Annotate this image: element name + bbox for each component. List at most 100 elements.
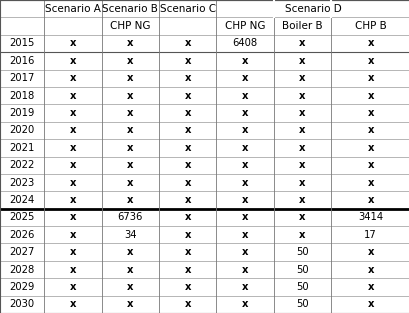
Text: x: x bbox=[241, 126, 248, 136]
Text: 34: 34 bbox=[124, 230, 136, 240]
Text: x: x bbox=[127, 108, 133, 118]
Text: x: x bbox=[184, 56, 191, 66]
Text: 2024: 2024 bbox=[9, 195, 35, 205]
Text: x: x bbox=[184, 91, 191, 101]
Text: x: x bbox=[127, 38, 133, 49]
Text: x: x bbox=[299, 108, 305, 118]
Text: CHP NG: CHP NG bbox=[225, 21, 265, 31]
Text: x: x bbox=[70, 38, 76, 49]
Text: x: x bbox=[127, 247, 133, 257]
Text: x: x bbox=[184, 264, 191, 275]
Text: 50: 50 bbox=[296, 264, 308, 275]
Text: x: x bbox=[184, 108, 191, 118]
Text: 2020: 2020 bbox=[9, 126, 35, 136]
Text: x: x bbox=[366, 73, 373, 83]
Text: x: x bbox=[241, 247, 248, 257]
Text: x: x bbox=[299, 195, 305, 205]
Text: 2023: 2023 bbox=[9, 177, 35, 187]
Text: x: x bbox=[184, 212, 191, 222]
Text: x: x bbox=[299, 212, 305, 222]
Text: x: x bbox=[241, 230, 248, 240]
Text: x: x bbox=[241, 160, 248, 170]
Text: x: x bbox=[127, 73, 133, 83]
Text: Scenario C: Scenario C bbox=[160, 4, 215, 14]
Text: x: x bbox=[241, 91, 248, 101]
Text: x: x bbox=[241, 143, 248, 153]
Text: x: x bbox=[299, 56, 305, 66]
Text: x: x bbox=[127, 195, 133, 205]
Text: x: x bbox=[366, 126, 373, 136]
Text: x: x bbox=[184, 143, 191, 153]
Text: 50: 50 bbox=[296, 299, 308, 309]
Text: x: x bbox=[184, 126, 191, 136]
Text: x: x bbox=[70, 299, 76, 309]
Text: x: x bbox=[70, 177, 76, 187]
Text: x: x bbox=[70, 73, 76, 83]
Text: 2026: 2026 bbox=[9, 230, 35, 240]
Text: 17: 17 bbox=[363, 230, 376, 240]
Text: x: x bbox=[366, 195, 373, 205]
Text: x: x bbox=[299, 126, 305, 136]
Text: 2028: 2028 bbox=[9, 264, 35, 275]
Text: 6408: 6408 bbox=[232, 38, 257, 49]
Text: x: x bbox=[366, 143, 373, 153]
Text: x: x bbox=[366, 56, 373, 66]
Text: x: x bbox=[299, 143, 305, 153]
Text: x: x bbox=[70, 264, 76, 275]
Text: x: x bbox=[241, 177, 248, 187]
Text: x: x bbox=[366, 108, 373, 118]
Text: Scenario A: Scenario A bbox=[45, 4, 101, 14]
Text: x: x bbox=[184, 160, 191, 170]
Text: x: x bbox=[241, 264, 248, 275]
Text: x: x bbox=[127, 126, 133, 136]
Text: x: x bbox=[184, 247, 191, 257]
Text: x: x bbox=[366, 282, 373, 292]
Text: x: x bbox=[70, 126, 76, 136]
Text: x: x bbox=[366, 91, 373, 101]
Text: x: x bbox=[70, 108, 76, 118]
Text: x: x bbox=[241, 56, 248, 66]
Text: 6736: 6736 bbox=[117, 212, 143, 222]
Text: x: x bbox=[70, 91, 76, 101]
Text: 2016: 2016 bbox=[9, 56, 35, 66]
Text: x: x bbox=[366, 299, 373, 309]
Text: 2030: 2030 bbox=[9, 299, 35, 309]
Text: 3414: 3414 bbox=[357, 212, 382, 222]
Text: x: x bbox=[184, 282, 191, 292]
Text: 50: 50 bbox=[296, 247, 308, 257]
Text: 50: 50 bbox=[296, 282, 308, 292]
Text: x: x bbox=[299, 230, 305, 240]
Text: x: x bbox=[127, 91, 133, 101]
Text: x: x bbox=[366, 264, 373, 275]
Text: x: x bbox=[299, 91, 305, 101]
Text: x: x bbox=[299, 73, 305, 83]
Text: x: x bbox=[184, 195, 191, 205]
Text: x: x bbox=[184, 299, 191, 309]
Text: x: x bbox=[366, 38, 373, 49]
Text: 2019: 2019 bbox=[9, 108, 35, 118]
Text: x: x bbox=[184, 177, 191, 187]
Text: x: x bbox=[366, 160, 373, 170]
Text: x: x bbox=[70, 282, 76, 292]
Text: x: x bbox=[70, 212, 76, 222]
Text: 2018: 2018 bbox=[9, 91, 35, 101]
Text: x: x bbox=[70, 143, 76, 153]
Text: 2015: 2015 bbox=[9, 38, 35, 49]
Text: 2022: 2022 bbox=[9, 160, 35, 170]
Text: 2021: 2021 bbox=[9, 143, 35, 153]
Text: x: x bbox=[366, 247, 373, 257]
Text: Scenario D: Scenario D bbox=[284, 4, 341, 14]
Text: x: x bbox=[70, 230, 76, 240]
Text: CHP B: CHP B bbox=[354, 21, 386, 31]
Text: x: x bbox=[70, 195, 76, 205]
Text: x: x bbox=[70, 56, 76, 66]
Text: x: x bbox=[127, 143, 133, 153]
Text: 2029: 2029 bbox=[9, 282, 35, 292]
Text: CHP NG: CHP NG bbox=[110, 21, 150, 31]
Text: x: x bbox=[241, 212, 248, 222]
Text: x: x bbox=[241, 282, 248, 292]
Text: x: x bbox=[127, 299, 133, 309]
Text: x: x bbox=[70, 247, 76, 257]
Text: x: x bbox=[241, 108, 248, 118]
Text: x: x bbox=[241, 195, 248, 205]
